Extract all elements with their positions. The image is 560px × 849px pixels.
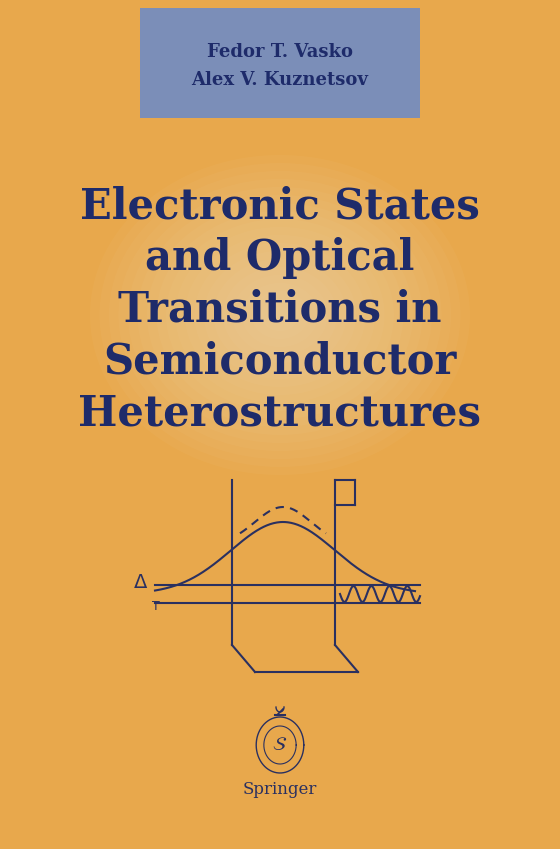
Text: Fedor T. Vasko: Fedor T. Vasko	[207, 43, 353, 61]
Text: T: T	[152, 600, 160, 613]
Text: Springer: Springer	[243, 780, 317, 797]
Bar	[140, 8, 420, 118]
Text: $\mathcal{S}$: $\mathcal{S}$	[272, 735, 288, 755]
Text: Alex V. Kuznetsov: Alex V. Kuznetsov	[192, 71, 368, 89]
Text: $\Delta$: $\Delta$	[133, 574, 148, 593]
Text: Electronic States
and Optical
Transitions in
Semiconductor
Heterostructures: Electronic States and Optical Transition…	[78, 185, 482, 435]
